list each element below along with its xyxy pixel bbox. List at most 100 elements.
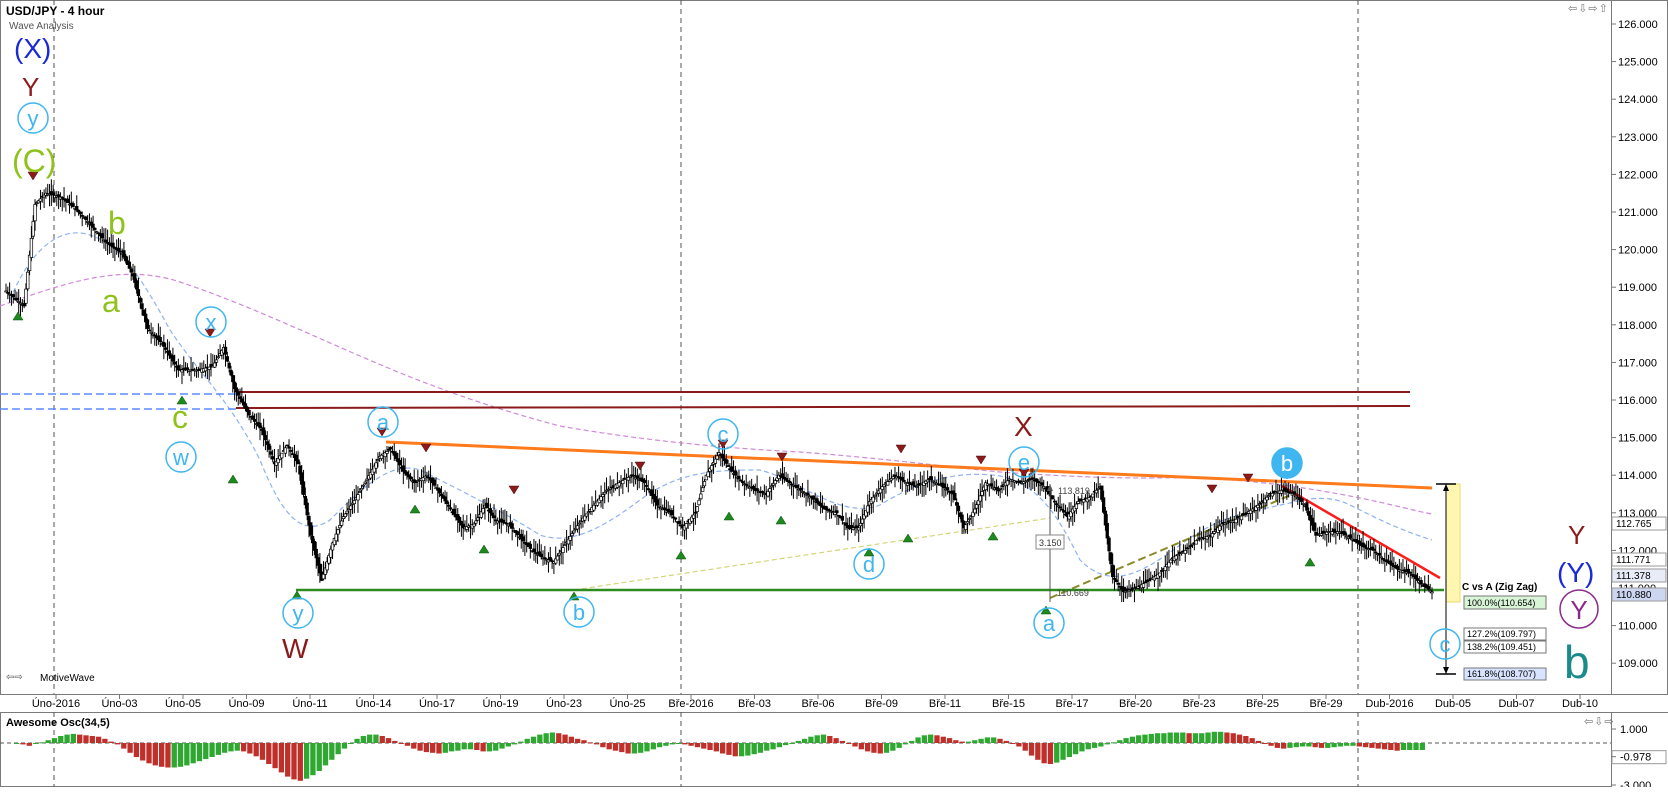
candle-body — [1294, 495, 1298, 498]
candle-body — [437, 488, 442, 494]
osc-window-buttons[interactable]: ⇦⇩⇨ — [1584, 716, 1615, 728]
candle-body — [1285, 489, 1289, 493]
osc-tick-label: -3.000 — [1620, 780, 1651, 787]
osc-bar — [820, 734, 827, 743]
candle-body — [846, 525, 850, 529]
candle-body — [294, 454, 298, 462]
time-tick-label: Úno-05 — [165, 697, 201, 710]
osc-bar — [1211, 731, 1217, 743]
candle-body — [1207, 535, 1211, 538]
candle-body — [815, 498, 819, 503]
time-tick-label: Dub-07 — [1498, 698, 1534, 710]
osc-bar — [297, 743, 303, 781]
candle-body — [1219, 523, 1224, 527]
candle-body — [795, 485, 799, 489]
osc-bar — [373, 734, 379, 743]
osc-bar — [45, 740, 51, 743]
candle-body — [1132, 588, 1137, 591]
candle-body — [401, 465, 405, 472]
chart-window-buttons[interactable]: ⇦⇩⇨⇧ — [1568, 3, 1609, 15]
wave-label-y-bottom: y — [293, 601, 304, 626]
scroll-arrows-icon[interactable]: ⇦⇨ — [6, 672, 23, 683]
wave-circle-x — [195, 306, 227, 338]
osc-bar — [121, 743, 127, 749]
candle-body — [42, 194, 46, 198]
osc-bar — [619, 743, 625, 753]
candle-body — [1022, 481, 1026, 484]
candle-body — [276, 458, 280, 464]
candle-body — [1116, 582, 1120, 585]
pivot-low-marker — [863, 547, 875, 557]
osc-bar — [354, 738, 360, 743]
osc-bar — [486, 743, 493, 752]
candle-body — [91, 223, 95, 228]
candle-body — [300, 472, 304, 485]
candle-body — [572, 530, 576, 534]
candle-body — [766, 490, 770, 497]
candle-body — [461, 523, 465, 529]
candle-body — [1160, 570, 1164, 572]
candle-body — [408, 476, 413, 480]
candle-body — [352, 500, 356, 505]
osc-bar — [329, 743, 335, 760]
candle-body — [873, 494, 877, 497]
osc-bar — [682, 743, 688, 745]
candle-body — [1390, 562, 1394, 566]
osc-bar — [234, 743, 240, 751]
osc-bar — [984, 737, 991, 743]
osc-bar — [404, 743, 411, 746]
osc-bar — [732, 743, 738, 757]
candle-body — [267, 443, 271, 450]
candle-body — [1107, 537, 1111, 552]
candle-body — [15, 297, 19, 301]
candle-body — [247, 409, 251, 416]
time-tick-label: Bře-20 — [1119, 698, 1152, 710]
osc-bar — [209, 743, 215, 757]
candle-body — [595, 500, 600, 506]
osc-bar — [240, 743, 247, 752]
candle-body — [947, 490, 952, 493]
candle-body — [227, 362, 231, 369]
candle-body — [550, 560, 554, 562]
candle-body — [1406, 568, 1411, 573]
price-tag-3: 110.880 — [1616, 590, 1652, 601]
wave-circle-c-right — [1429, 628, 1461, 660]
candle-body — [479, 511, 483, 518]
candle-body — [1074, 503, 1079, 509]
osc-bar — [1375, 743, 1381, 749]
time-tick-label: Bře-15 — [992, 698, 1025, 710]
osc-bar — [631, 743, 638, 754]
measure-box-mid — [1035, 534, 1065, 550]
candle-body — [965, 521, 970, 524]
osc-bar — [644, 743, 650, 752]
candle-body — [866, 505, 870, 513]
osc-bar — [543, 733, 549, 743]
candle-body — [376, 459, 380, 461]
osc-bar — [367, 734, 373, 743]
candle-body — [363, 481, 367, 484]
osc-bar — [1148, 733, 1154, 743]
osc-bar — [14, 743, 20, 744]
osc-bar — [549, 732, 556, 743]
candle-body — [769, 485, 774, 488]
pivot-low-marker — [775, 515, 787, 525]
candle-body — [802, 492, 806, 495]
osc-bar — [448, 743, 455, 752]
candle-body — [111, 242, 115, 248]
osc-bar — [720, 743, 726, 754]
candle-body — [942, 483, 946, 489]
pivot-high-marker — [1018, 468, 1030, 478]
candle-body — [476, 517, 480, 521]
osc-bar — [222, 743, 228, 753]
candle-body — [699, 493, 703, 500]
candle-body — [1415, 578, 1420, 581]
osc-bar — [417, 743, 423, 751]
time-tick-label: Bře-2016 — [668, 698, 713, 710]
candle-body — [231, 375, 235, 383]
osc-bar — [493, 743, 499, 751]
candle-body — [1167, 561, 1171, 568]
candle-body — [751, 486, 756, 490]
candle-body — [1034, 478, 1039, 482]
candle-body — [800, 491, 805, 493]
